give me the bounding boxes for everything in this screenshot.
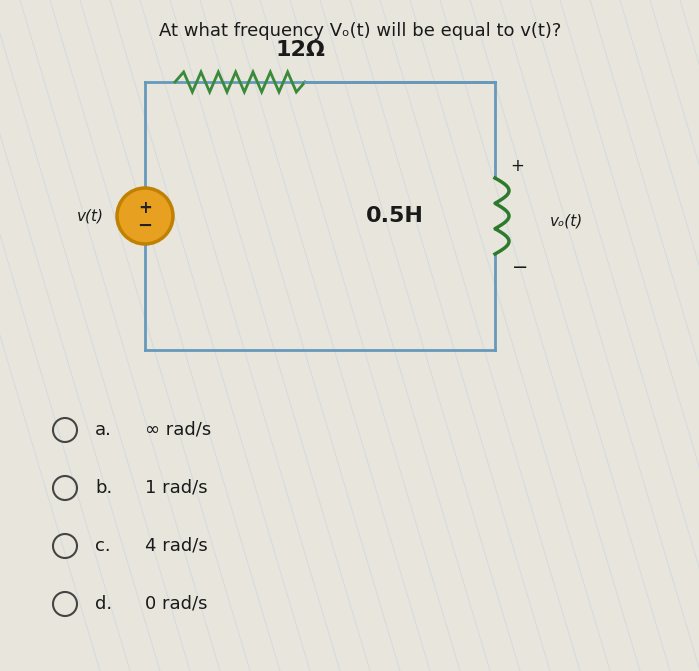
Text: c.: c. [95, 537, 110, 555]
Text: ∞ rad/s: ∞ rad/s [145, 421, 211, 439]
Text: +: + [510, 157, 524, 175]
Text: 12Ω: 12Ω [275, 40, 325, 60]
Text: 0 rad/s: 0 rad/s [145, 595, 208, 613]
Text: d.: d. [95, 595, 112, 613]
Text: 1 rad/s: 1 rad/s [145, 479, 208, 497]
Text: 4 rad/s: 4 rad/s [145, 537, 208, 555]
Text: 0.5H: 0.5H [366, 206, 424, 226]
Text: −: − [138, 217, 152, 235]
Circle shape [117, 188, 173, 244]
Text: At what frequency Vₒ(t) will be equal to v(t)?: At what frequency Vₒ(t) will be equal to… [159, 22, 561, 40]
Text: −: − [512, 258, 528, 278]
Text: vₒ(t): vₒ(t) [550, 213, 583, 229]
Text: v(t): v(t) [76, 209, 103, 223]
Text: a.: a. [95, 421, 112, 439]
Text: +: + [138, 199, 152, 217]
Text: b.: b. [95, 479, 113, 497]
